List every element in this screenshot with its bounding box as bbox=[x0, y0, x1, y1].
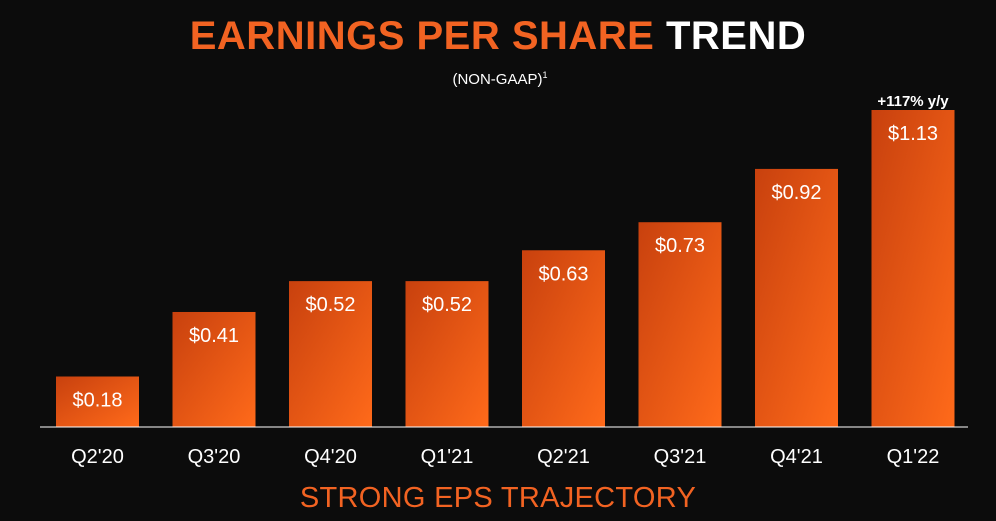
bar bbox=[522, 250, 605, 427]
subtitle-text: (NON-GAAP) bbox=[452, 71, 543, 88]
bar bbox=[755, 168, 838, 427]
tagline: STRONG EPS TRAJECTORY bbox=[299, 482, 697, 514]
bar-value-label: $0.92 bbox=[771, 182, 821, 204]
bar-value-label: $0.52 bbox=[422, 294, 472, 316]
x-tick-label: Q2'21 bbox=[537, 446, 590, 468]
bar-value-label: $0.63 bbox=[538, 263, 588, 285]
x-tick-label: Q4'20 bbox=[304, 446, 357, 468]
growth-annotation: +117% y/y bbox=[877, 93, 949, 110]
title-plain: TREND bbox=[665, 14, 807, 58]
x-tick-label: Q2'20 bbox=[71, 446, 124, 468]
bar bbox=[172, 311, 256, 427]
bar bbox=[871, 110, 955, 427]
bar bbox=[56, 376, 139, 427]
x-tick-label: Q4'21 bbox=[770, 446, 823, 468]
bar-value-label: $0.41 bbox=[189, 325, 239, 347]
bar-value-label: $0.52 bbox=[305, 294, 355, 316]
subtitle-footnote: 1 bbox=[542, 70, 548, 80]
bar-value-label: $1.13 bbox=[888, 123, 938, 145]
title-accent: EARNINGS PER SHARE bbox=[189, 14, 655, 58]
x-tick-label: Q3'20 bbox=[188, 446, 241, 468]
bar bbox=[289, 281, 372, 427]
chart-subtitle: (NON-GAAP)1 bbox=[0, 70, 996, 88]
chart-title: EARNINGS PER SHARE TREND bbox=[0, 14, 996, 59]
x-tick-label: Q1'21 bbox=[421, 446, 474, 468]
bar-value-label: $0.18 bbox=[72, 390, 122, 412]
x-tick-label: Q3'21 bbox=[654, 446, 707, 468]
x-tick-label: Q1'22 bbox=[887, 446, 940, 468]
bar bbox=[638, 222, 722, 427]
bar bbox=[405, 281, 489, 427]
bar-value-label: $0.73 bbox=[655, 235, 705, 257]
